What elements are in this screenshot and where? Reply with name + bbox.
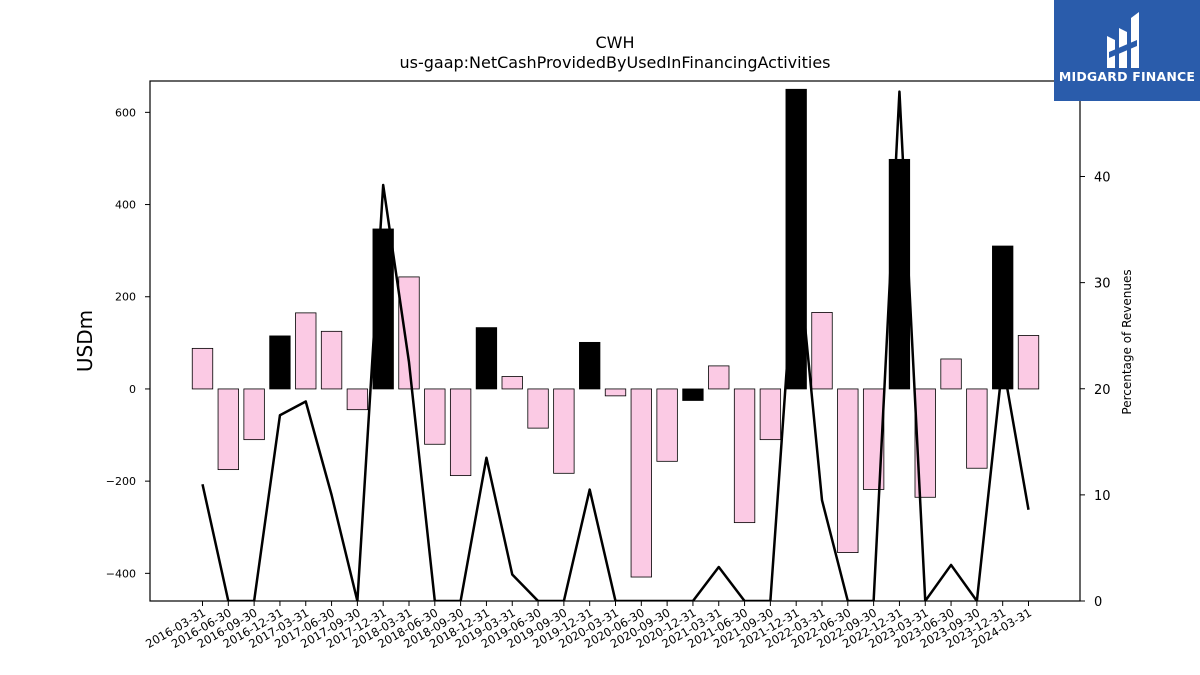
bar-2020-03-31: [604, 388, 627, 397]
y-tick-label: −200: [106, 475, 136, 488]
bar-2019-06-30: [527, 388, 549, 429]
bar-2016-12-31: [269, 335, 291, 390]
bar-2017-09-30: [346, 388, 369, 411]
y2-tick-label: 40: [1094, 171, 1111, 186]
y-axis-label: USDm: [73, 310, 97, 372]
midgard-logo-icon: [1107, 12, 1139, 68]
brand-name: MIDGARD FINANCE: [1058, 69, 1196, 84]
y-tick-label: −400: [106, 567, 136, 580]
bar-2021-03-31: [708, 365, 730, 390]
bar-2020-12-31: [682, 388, 704, 401]
bar-2020-09-30: [656, 388, 678, 462]
bar-2016-06-30: [217, 388, 239, 471]
percentage-line: [201, 90, 1030, 601]
y-tick-label: 400: [115, 199, 136, 212]
bar-2018-06-30: [424, 388, 446, 445]
bar-2023-06-30: [940, 358, 962, 390]
bar-2023-09-30: [966, 388, 988, 469]
bar-2022-09-30: [862, 388, 885, 490]
bar-2017-03-31: [295, 312, 317, 390]
bar-2023-12-31: [992, 245, 1014, 390]
y2-tick-label: 10: [1094, 489, 1111, 504]
bar-2022-06-30: [837, 388, 859, 553]
chart-subtitle: us-gaap:NetCashProvidedByUsedInFinancing…: [399, 53, 830, 72]
bar-2018-03-31: [398, 276, 420, 390]
y-tick-label: 600: [115, 106, 136, 119]
y2-tick-label: 0: [1094, 595, 1102, 610]
midgard-finance-logo: MIDGARD FINANCE: [1054, 0, 1200, 101]
y-tick-label: 200: [115, 291, 136, 304]
bar-2020-06-30: [630, 388, 652, 578]
bar-2019-03-31: [501, 376, 523, 390]
bar-2024-03-31: [1017, 335, 1040, 390]
bar-2022-12-31: [888, 158, 911, 390]
chart-title: CWH: [595, 33, 634, 52]
bar-2018-12-31: [475, 327, 498, 390]
y2-tick-label: 20: [1094, 383, 1111, 398]
bar-2018-09-30: [449, 388, 472, 477]
y2-tick-label: 30: [1094, 277, 1111, 292]
y-tick-label: 0: [129, 383, 136, 396]
bar-2022-03-31: [811, 312, 833, 390]
bar-2021-06-30: [733, 388, 756, 524]
y2-axis-label: Percentage of Revenues: [1120, 269, 1134, 414]
bar-2016-09-30: [243, 388, 265, 441]
bar-2019-09-30: [553, 388, 575, 474]
bar-2023-03-31: [914, 388, 936, 498]
bar-2017-06-30: [320, 330, 343, 390]
bar-2016-03-31: [191, 347, 214, 390]
bar-2021-09-30: [759, 388, 782, 441]
bar-2019-12-31: [579, 341, 601, 390]
